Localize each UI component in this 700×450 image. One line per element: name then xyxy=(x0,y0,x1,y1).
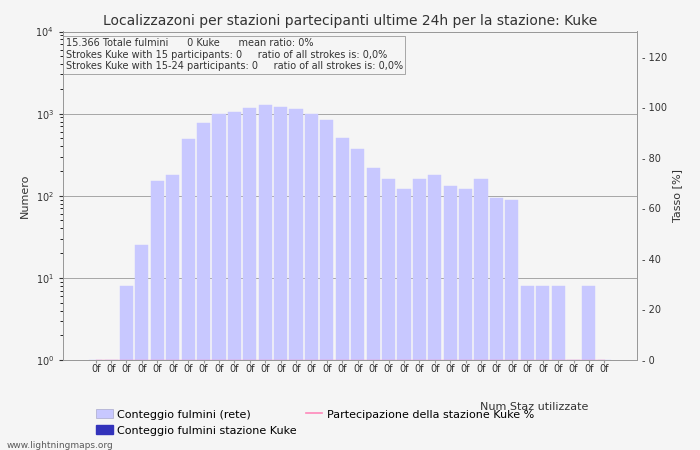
Title: Localizzazoni per stazioni partecipanti ultime 24h per la stazione: Kuke: Localizzazoni per stazioni partecipanti … xyxy=(103,14,597,27)
Bar xyxy=(336,138,349,450)
Bar xyxy=(197,123,210,450)
Bar xyxy=(259,105,272,450)
Bar xyxy=(104,360,118,450)
Bar xyxy=(598,360,611,450)
Bar xyxy=(290,108,302,450)
Bar xyxy=(552,286,565,450)
Text: Num Staz utilizzate: Num Staz utilizzate xyxy=(480,402,588,412)
Bar xyxy=(135,245,148,450)
Bar xyxy=(150,181,164,450)
Bar xyxy=(505,199,519,450)
Bar xyxy=(536,286,550,450)
Bar xyxy=(428,175,441,450)
Bar xyxy=(305,114,318,450)
Bar xyxy=(228,112,241,450)
Bar xyxy=(321,120,333,450)
Bar xyxy=(120,286,133,450)
Bar xyxy=(490,198,503,450)
Text: www.lightningmaps.org: www.lightningmaps.org xyxy=(7,441,113,450)
Legend: Conteggio fulmini (rete), Conteggio fulmini stazione Kuke, Partecipazione della : Conteggio fulmini (rete), Conteggio fulm… xyxy=(92,405,538,440)
Bar xyxy=(274,107,287,450)
Y-axis label: Tasso [%]: Tasso [%] xyxy=(673,169,682,222)
Y-axis label: Numero: Numero xyxy=(20,174,30,218)
Bar xyxy=(243,108,256,450)
Bar xyxy=(212,114,225,450)
Bar xyxy=(582,286,596,450)
Bar xyxy=(367,168,379,450)
Bar xyxy=(89,360,102,450)
Bar xyxy=(413,179,426,450)
Text: 15.366 Totale fulmini      0 Kuke      mean ratio: 0%
Strokes Kuke with 15 parti: 15.366 Totale fulmini 0 Kuke mean ratio:… xyxy=(66,38,403,71)
Bar xyxy=(475,179,488,450)
Bar xyxy=(459,189,473,450)
Bar xyxy=(181,139,195,450)
Bar xyxy=(521,286,534,450)
Bar xyxy=(166,175,179,450)
Bar xyxy=(398,189,410,450)
Bar xyxy=(444,186,457,450)
Bar xyxy=(567,360,580,450)
Bar xyxy=(382,179,395,450)
Bar xyxy=(351,149,364,450)
